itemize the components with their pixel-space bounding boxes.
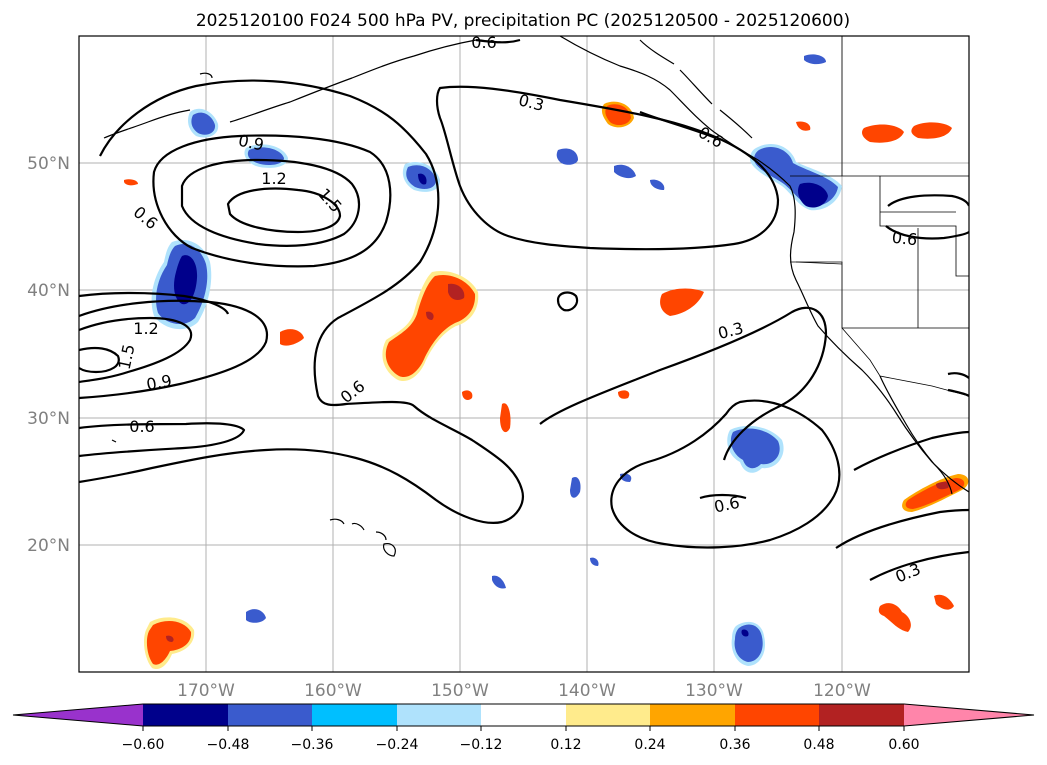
contour-1.5-west: [79, 346, 120, 374]
precip-negative-patch-coast: [750, 143, 842, 211]
contour-0.6-south: [610, 399, 841, 549]
contour-0.6-west-outer: [79, 422, 246, 458]
colorbar-tick-label: 0.60: [888, 737, 919, 753]
contour-0.6-north: [79, 79, 524, 524]
contour-label-0.6-ne: 0.6: [891, 228, 918, 250]
lon-label: 170°W: [177, 681, 235, 701]
contour-0.6-top: [475, 38, 521, 44]
colorbar-tick-label: −0.60: [122, 737, 165, 753]
precip-positive-patch-hawaii-s: [144, 617, 195, 670]
colorbar-extend-low: [13, 704, 143, 726]
lon-label: 160°W: [304, 681, 362, 701]
contour-1.2-west: [79, 316, 193, 384]
precip-negative-patch-aleutian: [188, 108, 219, 138]
lon-label: 150°W: [431, 681, 489, 701]
colorbar-tick-marks: [142, 726, 905, 731]
colorbar: −0.60 −0.48 −0.36 −0.24 −0.12 0.12 0.24 …: [12, 703, 1035, 753]
contour-label-0.9-west: 0.9: [145, 371, 173, 394]
colorbar-tick-label: −0.48: [207, 737, 250, 753]
colorbar-tick-label: 0.12: [550, 737, 581, 753]
contour-0.6-west-top: [79, 291, 230, 315]
pv-contours: [79, 38, 969, 581]
contour-1.2-north: [180, 158, 361, 247]
colorbar-segment: [397, 704, 482, 726]
precip-negative-patch-subtropic: [727, 425, 784, 666]
precip-negative-patch-small: [246, 54, 826, 623]
map-frame: [78, 35, 970, 673]
contour-label-0.6-top: 0.6: [471, 33, 496, 52]
contour-0.3-se2: [835, 508, 969, 581]
contour-label-1.2-north: 1.2: [261, 169, 286, 188]
contour-label-0.9-north: 0.9: [237, 131, 266, 155]
contour-label-0.6-south: 0.6: [712, 493, 741, 517]
contour-0.3-se: [853, 430, 969, 471]
colorbar-segment: [735, 704, 820, 726]
lat-label: 40°N: [27, 281, 70, 301]
colorbar-tick-label: −0.36: [291, 737, 334, 753]
colorbar-segment: [481, 704, 566, 726]
graticule: [79, 36, 969, 672]
lat-label: 50°N: [27, 154, 70, 174]
lon-label: 130°W: [685, 681, 743, 701]
colorbar-segment: [566, 704, 651, 726]
contour-label-1.2-west: 1.2: [133, 319, 158, 338]
political-borders: [790, 36, 969, 397]
contour-small-ring: [556, 291, 579, 312]
contour-label-0.6-west: 0.6: [129, 417, 154, 436]
contour-0.6-coast: [639, 110, 717, 140]
colorbar-tick-label: 0.48: [803, 737, 834, 753]
map-title: 2025120100 F024 500 hPa PV, precipitatio…: [196, 11, 850, 31]
contour-0.6-south-inner: [699, 493, 747, 500]
longitude-labels: 170°W 160°W 150°W 140°W 130°W 120°W: [177, 681, 871, 701]
colorbar-segment: [650, 704, 735, 726]
latitude-labels: 50°N 40°N 30°N 20°N: [27, 154, 70, 556]
colorbar-segment: [312, 704, 397, 726]
precip-positive-patch-small: [124, 101, 969, 632]
lat-label: 30°N: [27, 409, 70, 429]
map-area: 0.6 0.3 0.6 0.9 1.2 1.5 0.6 1.2 1.5 0.9 …: [79, 33, 969, 672]
precip-patches: [124, 54, 969, 670]
contour-0.6-ne: [885, 194, 969, 240]
contour-0.3-south: [539, 306, 828, 461]
contour-east-ridge: [947, 372, 969, 397]
colorbar-tick-label: 0.36: [719, 737, 750, 753]
lon-label: 120°W: [813, 681, 871, 701]
colorbar-tick-label: −0.12: [460, 737, 503, 753]
colorbar-segment: [228, 704, 313, 726]
precip-positive-patch-central: [382, 270, 479, 382]
colorbar-tick-label: −0.24: [376, 737, 419, 753]
precip-negative-patch-west: [151, 240, 212, 330]
lon-label: 140°W: [558, 681, 616, 701]
contour-0.9-north: [152, 134, 392, 268]
contour-0.9-west: [79, 299, 269, 400]
contour-1.5-north: [226, 187, 342, 234]
contour-label-1.5-west: 1.5: [115, 342, 139, 371]
colorbar-tick-label: 0.24: [634, 737, 665, 753]
colorbar-segment: [143, 704, 228, 726]
contour-0.3-north: [435, 85, 780, 251]
colorbar-segment: [819, 704, 904, 726]
lat-label: 20°N: [27, 536, 70, 556]
colorbar-extend-high: [904, 704, 1034, 726]
